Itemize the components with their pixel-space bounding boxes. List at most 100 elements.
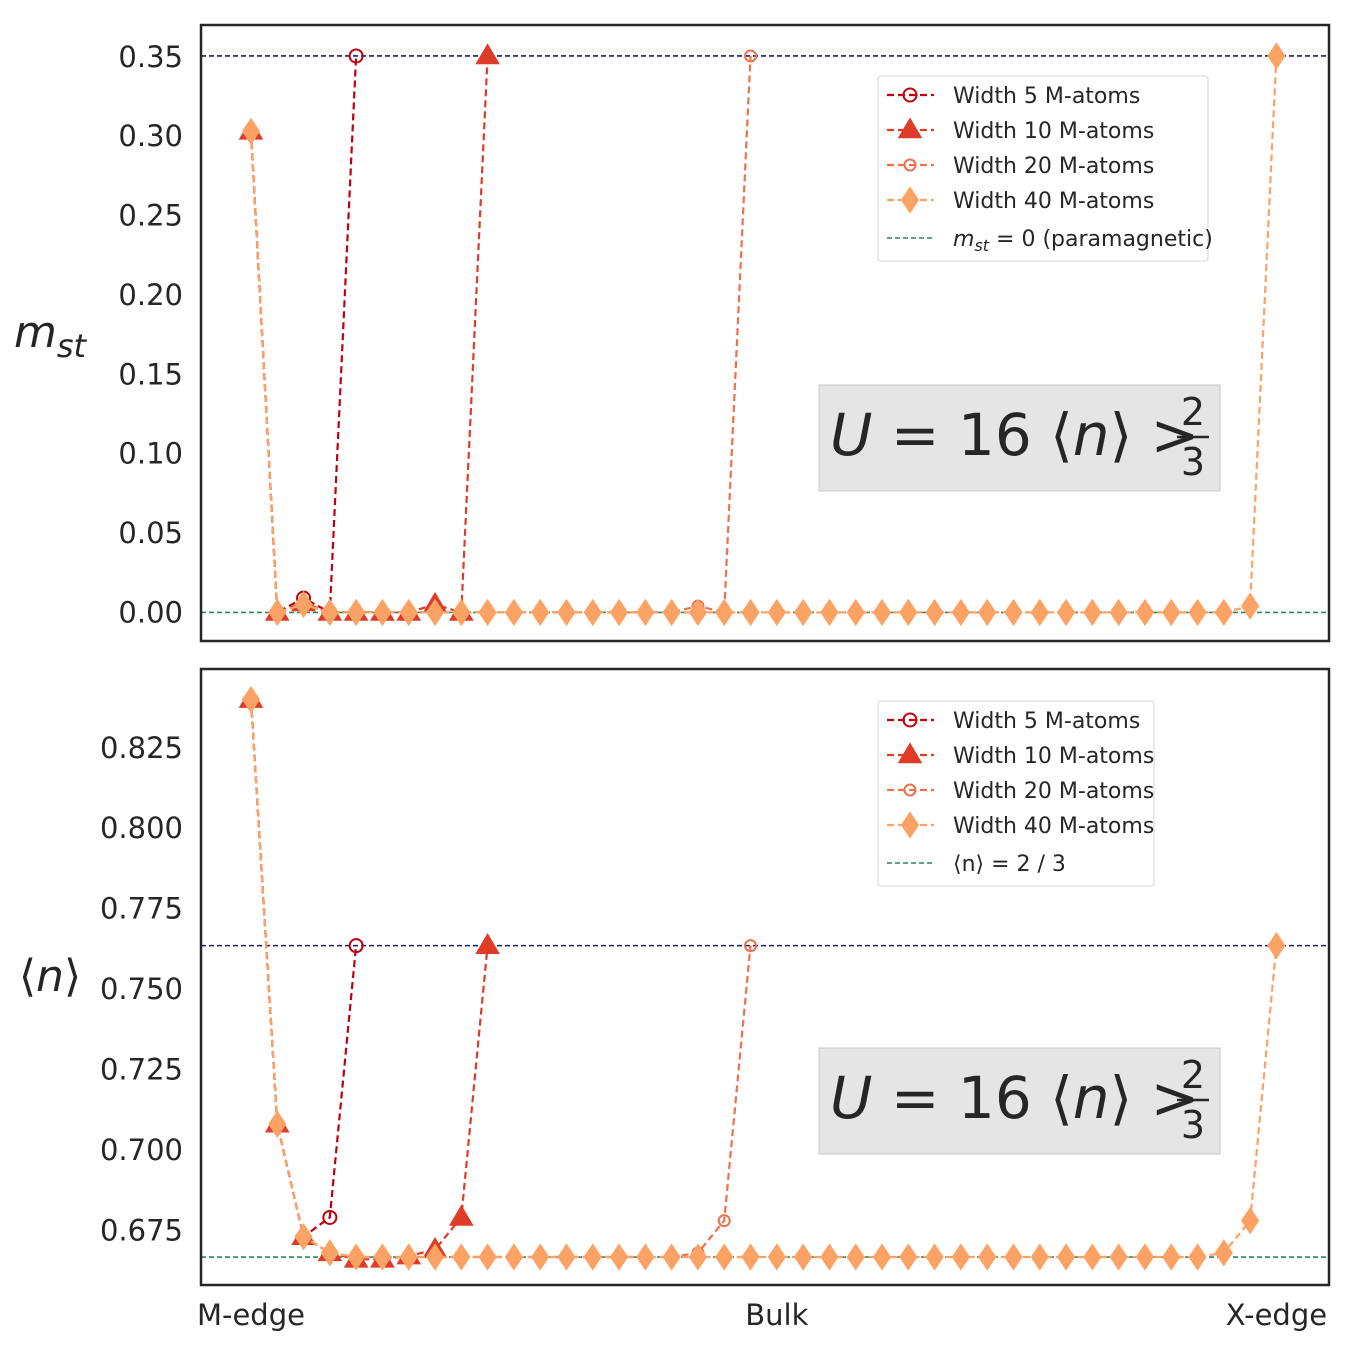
series-4-point xyxy=(925,598,944,627)
series-4-point xyxy=(1241,592,1260,620)
series-4-point xyxy=(1241,1207,1260,1235)
series-line-3 xyxy=(249,699,752,1259)
series-4-point xyxy=(452,598,471,627)
plot-frame xyxy=(199,667,1331,1287)
y-tick-label: 0.00 xyxy=(118,595,183,629)
series-4-point xyxy=(531,598,550,627)
series-4-point xyxy=(794,598,813,627)
y-tick-label: 0.10 xyxy=(118,437,183,471)
series-4-point xyxy=(583,1243,602,1271)
series-4-point xyxy=(767,1243,786,1271)
x-tick-label: Bulk xyxy=(745,1298,808,1332)
series-1-point xyxy=(348,48,364,64)
series-4-point xyxy=(1267,931,1286,960)
y-tick-label: 0.825 xyxy=(100,731,183,765)
series-4-point xyxy=(1135,598,1155,627)
series-4-point xyxy=(688,598,708,627)
legend-label: Width 10 M-atoms xyxy=(953,119,1154,144)
legend-marker xyxy=(902,712,918,728)
series-4-point xyxy=(636,1243,655,1271)
series-4-point xyxy=(636,598,655,627)
legend-marker xyxy=(900,811,920,839)
series-4-point xyxy=(557,1243,576,1271)
series-4-point xyxy=(1267,42,1286,70)
series-4-point xyxy=(1030,598,1049,627)
annotation-text: U = 16 ⟨n⟩ > xyxy=(830,1064,1199,1132)
series-4-point xyxy=(347,598,366,627)
series-4-point xyxy=(373,598,392,627)
series-4-point xyxy=(1135,1243,1155,1271)
y-axis-label: ⟨n⟩ xyxy=(19,951,81,1002)
legend-box xyxy=(877,700,1155,887)
series-4-point xyxy=(1214,1239,1233,1267)
legend-marker xyxy=(903,783,917,797)
y-axis-label: mst xyxy=(14,307,88,365)
series-4-point xyxy=(583,598,602,627)
series-4-point xyxy=(1083,598,1102,627)
series-4-point xyxy=(1109,598,1128,627)
series-4-point xyxy=(1004,598,1023,627)
series-4-point xyxy=(504,598,523,627)
legend-label: Width 5 M-atoms xyxy=(953,709,1140,734)
legend-label: Width 5 M-atoms xyxy=(953,84,1140,109)
y-tick-label: 0.25 xyxy=(118,199,183,233)
annotation-box xyxy=(818,1047,1221,1155)
series-line-2 xyxy=(249,55,489,614)
series-4-point xyxy=(1109,1243,1128,1271)
y-tick-label: 0.35 xyxy=(118,40,183,74)
series-4-point xyxy=(951,1243,970,1271)
plot-frame xyxy=(199,23,1331,643)
series-4-point xyxy=(241,117,261,146)
series-3-point xyxy=(744,939,758,953)
series-4-point xyxy=(531,1243,550,1271)
series-2-point xyxy=(448,1204,474,1226)
series-4-point xyxy=(609,598,629,627)
series-4-point xyxy=(268,598,287,627)
series-4-point xyxy=(1188,598,1207,627)
series-4-point xyxy=(1056,598,1076,627)
y-tick-label: 0.30 xyxy=(118,119,183,153)
series-4-point xyxy=(478,1243,497,1271)
series-4-point xyxy=(767,598,786,627)
x-tick-label: X-edge xyxy=(1226,1298,1327,1332)
series-4-point xyxy=(741,598,760,627)
legend-label: mst = 0 (paramagnetic) xyxy=(953,227,1213,255)
series-2-point xyxy=(475,932,500,954)
annotation-box xyxy=(818,384,1221,492)
series-4-point xyxy=(899,598,918,627)
legend-label: Width 20 M-atoms xyxy=(953,779,1154,804)
legend-label: Width 40 M-atoms xyxy=(953,189,1154,214)
series-4-point xyxy=(1083,1243,1102,1271)
panel-2: 0.675 0.700 0.725 0.750 0.775 0.800 0.825 ⟨n⟩ M-… xyxy=(19,667,1331,1332)
series-4-point xyxy=(741,1243,760,1271)
annotation-text: U = 16 ⟨n⟩ > xyxy=(830,401,1199,469)
series-4-point xyxy=(373,1243,392,1271)
y-tick-label: 0.15 xyxy=(118,357,183,391)
series-3-point xyxy=(744,49,758,63)
series-4-point xyxy=(1056,1243,1076,1271)
series-4-point xyxy=(294,1223,313,1251)
annotation-fraction-denominator: 3 xyxy=(1181,1103,1205,1147)
legend-marker xyxy=(903,158,917,172)
series-4-point xyxy=(504,1243,523,1271)
series-4-point xyxy=(1162,1243,1181,1271)
series-4-point xyxy=(715,598,734,627)
series-1-point xyxy=(348,938,364,954)
series-4-point xyxy=(1030,1243,1049,1271)
y-tick-label: 0.800 xyxy=(100,811,183,845)
y-tick-label: 0.700 xyxy=(100,1133,183,1167)
series-2-point xyxy=(475,43,500,65)
series-4-point xyxy=(1214,598,1233,627)
series-line-4 xyxy=(249,55,1278,614)
series-4-point xyxy=(925,1243,944,1271)
x-tick-label: M-edge xyxy=(197,1298,305,1332)
legend-box xyxy=(877,75,1209,262)
series-4-point xyxy=(320,1239,339,1267)
series-4-point xyxy=(268,1110,287,1138)
series-4-point xyxy=(399,598,418,627)
series-line-2 xyxy=(249,699,489,1261)
series-4-point xyxy=(425,598,445,627)
series-4-point xyxy=(294,590,313,619)
series-4-point xyxy=(425,1243,445,1271)
y-tick-label: 0.05 xyxy=(118,516,183,550)
